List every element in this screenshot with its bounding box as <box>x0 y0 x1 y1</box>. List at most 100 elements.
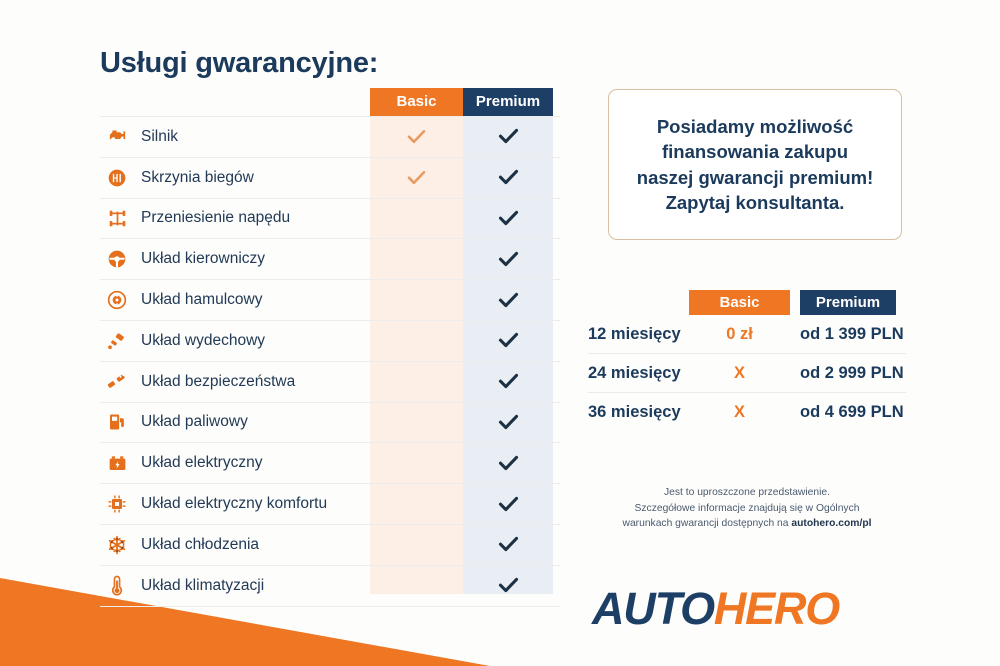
feature-check-premium <box>463 321 553 361</box>
feature-empty-basic <box>370 525 463 565</box>
feature-check-premium <box>463 239 553 279</box>
feature-row: Przeniesienie napędu <box>100 199 560 240</box>
feature-check-premium <box>463 403 553 443</box>
feature-check-premium <box>463 362 553 402</box>
feature-check-premium <box>463 117 553 157</box>
feature-label: Układ bezpieczeństwa <box>141 372 296 390</box>
feature-check-premium <box>463 484 553 524</box>
gearbox-icon <box>102 166 132 190</box>
pricing-table: Basic Premium 12 miesięcy 0 zł od 1 399 PL… <box>588 290 906 431</box>
feature-check-premium <box>463 443 553 483</box>
pricing-term: 12 miesięcy <box>588 324 681 343</box>
disclaimer-line-2: Szczegółowe informacje znajdują się w Og… <box>634 502 860 514</box>
price-column-header-premium: Premium <box>800 290 896 315</box>
feature-empty-basic <box>370 484 463 524</box>
feature-label: Układ klimatyzacji <box>141 576 265 594</box>
pricing-value-basic: 0 zł <box>726 324 753 343</box>
page-title: Usługi gwarancyjne: <box>100 47 379 79</box>
feature-label: Przeniesienie napędu <box>141 209 291 227</box>
pricing-value-premium: od 4 699 PLN <box>800 402 904 421</box>
brake-disc-icon <box>102 288 132 312</box>
column-band-premium <box>463 116 553 594</box>
snowflake-icon <box>102 533 132 557</box>
price-column-header-basic: Basic <box>689 290 790 315</box>
logo-text-hero: HERO <box>713 583 840 634</box>
feature-empty-basic <box>370 362 463 402</box>
feature-label: Silnik <box>141 127 179 145</box>
feature-row: Układ wydechowy <box>100 321 560 362</box>
financing-line: finansowania zakupu <box>661 141 849 163</box>
steering-wheel-icon <box>102 247 132 271</box>
pricing-value-basic: X <box>733 363 745 382</box>
feature-empty-basic <box>370 280 463 320</box>
feature-row: Układ chłodzenia <box>100 525 560 566</box>
feature-label: Układ hamulcowy <box>141 291 263 309</box>
autohero-logo: AUTOHERO <box>592 583 840 635</box>
financing-callout-text: Posiadamy możliwość finansowania zakupu na… <box>625 114 885 215</box>
orange-wedge-decoration <box>0 556 520 666</box>
feature-label: Układ wydechowy <box>141 331 266 349</box>
feature-row: Układ bezpieczeństwa <box>100 362 560 403</box>
feature-label: Układ elektryczny komfortu <box>141 495 328 513</box>
financing-line: Zapytaj konsultanta. <box>665 191 845 213</box>
seatbelt-icon <box>102 370 132 394</box>
feature-row: Układ elektryczny <box>100 443 560 485</box>
feature-row: Silnik <box>100 116 560 158</box>
feature-check-premium <box>463 525 553 565</box>
feature-row: Układ paliwowy <box>100 403 560 444</box>
feature-label: Układ elektryczny <box>141 454 263 472</box>
feature-row: Układ kierowniczy <box>100 239 560 281</box>
disclaimer-line-3-prefix: warunkach gwarancji dostępnych na <box>622 518 792 530</box>
feature-check-basic <box>370 117 463 157</box>
feature-check-premium <box>463 199 553 239</box>
pricing-value-premium: od 1 399 PLN <box>800 324 904 343</box>
feature-empty-basic <box>370 566 463 606</box>
feature-check-premium <box>463 280 553 320</box>
feature-label: Układ chłodzenia <box>141 535 260 553</box>
feature-label: Układ kierowniczy <box>141 250 266 268</box>
feature-label: Skrzynia biegów <box>141 168 254 186</box>
financing-callout-box: Posiadamy możliwość finansowania zakupu na… <box>608 89 902 240</box>
feature-label: Układ paliwowy <box>141 413 248 431</box>
pricing-value-premium: od 2 999 PLN <box>800 363 904 382</box>
disclaimer-line-1: Jest to uproszczone przedstawienie. <box>664 487 830 498</box>
feature-empty-basic <box>370 239 463 279</box>
disclaimer-line-3: warunkach gwarancji dostępnych na autohe… <box>588 516 906 532</box>
feature-column-header-premium: Premium <box>463 88 553 116</box>
column-band-basic <box>370 116 463 594</box>
feature-row: Skrzynia biegów <box>100 158 560 199</box>
fuel-pump-icon <box>102 410 132 434</box>
battery-icon <box>102 451 132 475</box>
chip-icon <box>102 492 132 516</box>
financing-line: Posiadamy możliwość <box>656 115 854 137</box>
feature-empty-basic <box>370 443 463 483</box>
feature-check-premium <box>463 566 553 606</box>
feature-empty-basic <box>370 403 463 443</box>
feature-empty-basic <box>370 321 463 361</box>
feature-empty-basic <box>370 199 463 239</box>
feature-row-list: Silnik Skrzynia biegów Przeniesienie napęd… <box>100 116 560 607</box>
thermometer-icon <box>102 574 132 598</box>
logo-text-auto: AUTO <box>592 583 715 634</box>
drivetrain-icon <box>102 206 132 230</box>
disclaimer-text: Jest to uproszczone przedstawienie. Szcz… <box>588 485 906 532</box>
financing-line: naszej gwarancji premium! <box>636 166 874 188</box>
feature-row: Układ klimatyzacji <box>100 566 560 607</box>
pricing-row: 12 miesięcy 0 zł od 1 399 PLN <box>588 315 906 354</box>
pricing-term: 36 miesięcy <box>588 402 681 421</box>
feature-column-header-basic: Basic <box>370 88 463 116</box>
website-link[interactable]: autohero.com/pl <box>791 518 872 530</box>
pricing-table-header: Basic Premium <box>588 290 906 315</box>
warranty-feature-table: Basic Premium Silnik Skrzynia biegów Przen… <box>100 88 560 607</box>
feature-check-basic <box>370 158 463 198</box>
pricing-term: 24 miesięcy <box>588 363 681 382</box>
engine-icon <box>102 125 132 149</box>
exhaust-icon <box>102 329 132 353</box>
pricing-value-basic: X <box>733 402 745 421</box>
feature-check-premium <box>463 158 553 198</box>
feature-row: Układ elektryczny komfortu <box>100 484 560 525</box>
